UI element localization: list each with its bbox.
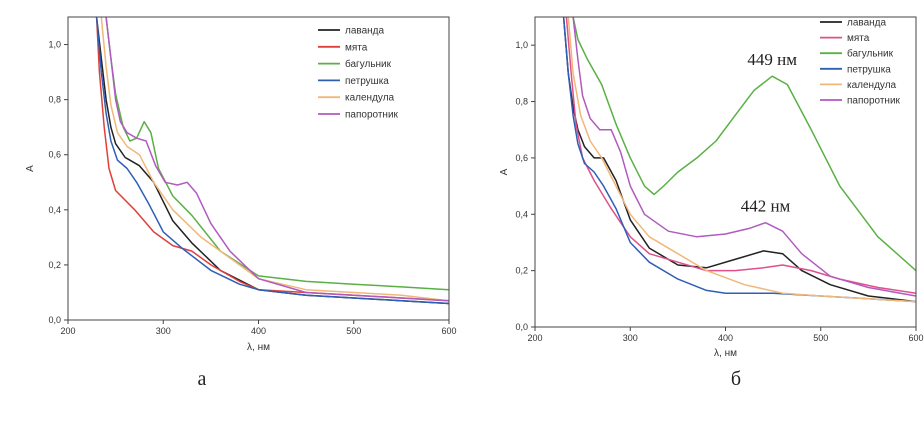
y-tick-label: 0,2: [515, 266, 528, 276]
legend-entry: петрушка: [345, 76, 389, 87]
panel-label: б: [731, 368, 741, 390]
legend-entry: лаванда: [847, 18, 887, 29]
legend-entry: багульник: [345, 58, 392, 70]
legend-entry: папоротник: [345, 110, 399, 121]
y-axis-label: A: [25, 165, 36, 172]
x-axis-label: λ, нм: [714, 348, 737, 359]
series-line-1: [95, 17, 449, 305]
x-tick-label: 500: [346, 326, 361, 336]
series-line-3: [572, 17, 916, 272]
x-tick-label: 200: [527, 333, 542, 343]
legend-entry: петрушка: [847, 64, 891, 75]
y-tick-label: 0,8: [515, 97, 528, 107]
series-line-2: [565, 17, 916, 294]
legend: лаванда мята багульник петрушка календула пап…: [820, 18, 901, 107]
series-line-6: [572, 17, 916, 297]
x-tick-label: 300: [156, 326, 171, 336]
series-group: [562, 17, 916, 303]
y-tick-label: 1,0: [48, 40, 61, 50]
series-line-5: [567, 17, 916, 303]
series-line-3: [105, 17, 449, 291]
legend-entry: календула: [847, 80, 897, 91]
legend-entry: папоротник: [847, 96, 901, 107]
legend-entry: мята: [345, 42, 368, 53]
chart-panel-2: 200 300 400 500 600 0,0 0,2 0,4 0,6 0,8 1,0 λ, нм Aл…: [499, 16, 924, 390]
legend-entry: багульник: [847, 48, 894, 60]
chart-panel-1: 200 300 400 500 600 0,0 0,2 0,4 0,6 0,8 1,0 λ, нм Aл…: [25, 16, 457, 390]
legend-entry: календула: [345, 93, 395, 104]
x-tick-label: 400: [251, 326, 266, 336]
y-tick-label: 0,4: [515, 209, 528, 219]
x-tick-label: 600: [441, 326, 456, 336]
panel-label: а: [198, 368, 207, 390]
legend-entry: мята: [847, 33, 870, 44]
x-tick-label: 500: [813, 333, 828, 343]
y-tick-label: 1,0: [515, 40, 528, 50]
series-line-1: [562, 17, 916, 303]
y-tick-label: 0,2: [48, 260, 61, 270]
peak-annotation: 442 нм: [741, 196, 791, 215]
series-group: [95, 17, 449, 305]
x-tick-label: 200: [60, 326, 75, 336]
y-tick-label: 0,6: [48, 150, 61, 160]
y-tick-label: 0,0: [48, 315, 61, 325]
x-tick-label: 300: [623, 333, 638, 343]
series-line-4: [95, 17, 449, 305]
x-axis-label: λ, нм: [247, 342, 270, 353]
y-tick-label: 0,4: [48, 205, 61, 215]
y-tick-label: 0,6: [515, 153, 528, 163]
y-tick-label: 0,0: [515, 322, 528, 332]
x-tick-label: 400: [718, 333, 733, 343]
series-line-6: [105, 17, 449, 302]
series-line-2: [95, 17, 449, 302]
y-tick-label: 0,8: [48, 95, 61, 105]
x-tick-label: 600: [908, 333, 923, 343]
series-line-5: [100, 17, 449, 302]
legend: лаванда мята багульник петрушка календула пап…: [318, 26, 399, 121]
peak-annotation: 449 нм: [747, 50, 797, 69]
legend-entry: лаванда: [345, 26, 385, 37]
y-axis-label: A: [499, 168, 510, 175]
plot-frame: [67, 16, 450, 321]
